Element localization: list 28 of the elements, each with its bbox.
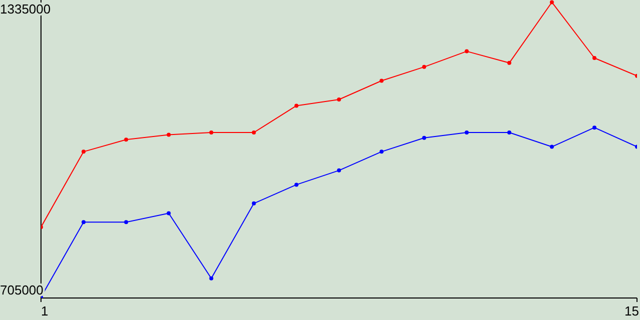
- point: [592, 56, 596, 60]
- point: [337, 168, 341, 172]
- x-tick-label: 15: [624, 304, 639, 319]
- point: [550, 144, 554, 149]
- point: [209, 276, 214, 280]
- point: [337, 97, 341, 102]
- point: [166, 132, 171, 137]
- point: [464, 130, 469, 134]
- point: [166, 211, 171, 216]
- point: [82, 220, 86, 224]
- point: [592, 126, 596, 130]
- point: [82, 150, 86, 154]
- point: [380, 78, 384, 83]
- point: [124, 220, 128, 224]
- point: [252, 130, 256, 134]
- point: [422, 64, 426, 69]
- point: [294, 104, 298, 108]
- point: [124, 138, 128, 142]
- point: [464, 49, 469, 54]
- point: [209, 130, 214, 134]
- point: [507, 60, 512, 65]
- point: [380, 150, 384, 154]
- point: [422, 136, 426, 140]
- x-tick-label: 1: [41, 304, 48, 319]
- point: [294, 182, 298, 187]
- point: [252, 201, 256, 206]
- point: [507, 130, 512, 134]
- point: [550, 0, 554, 4]
